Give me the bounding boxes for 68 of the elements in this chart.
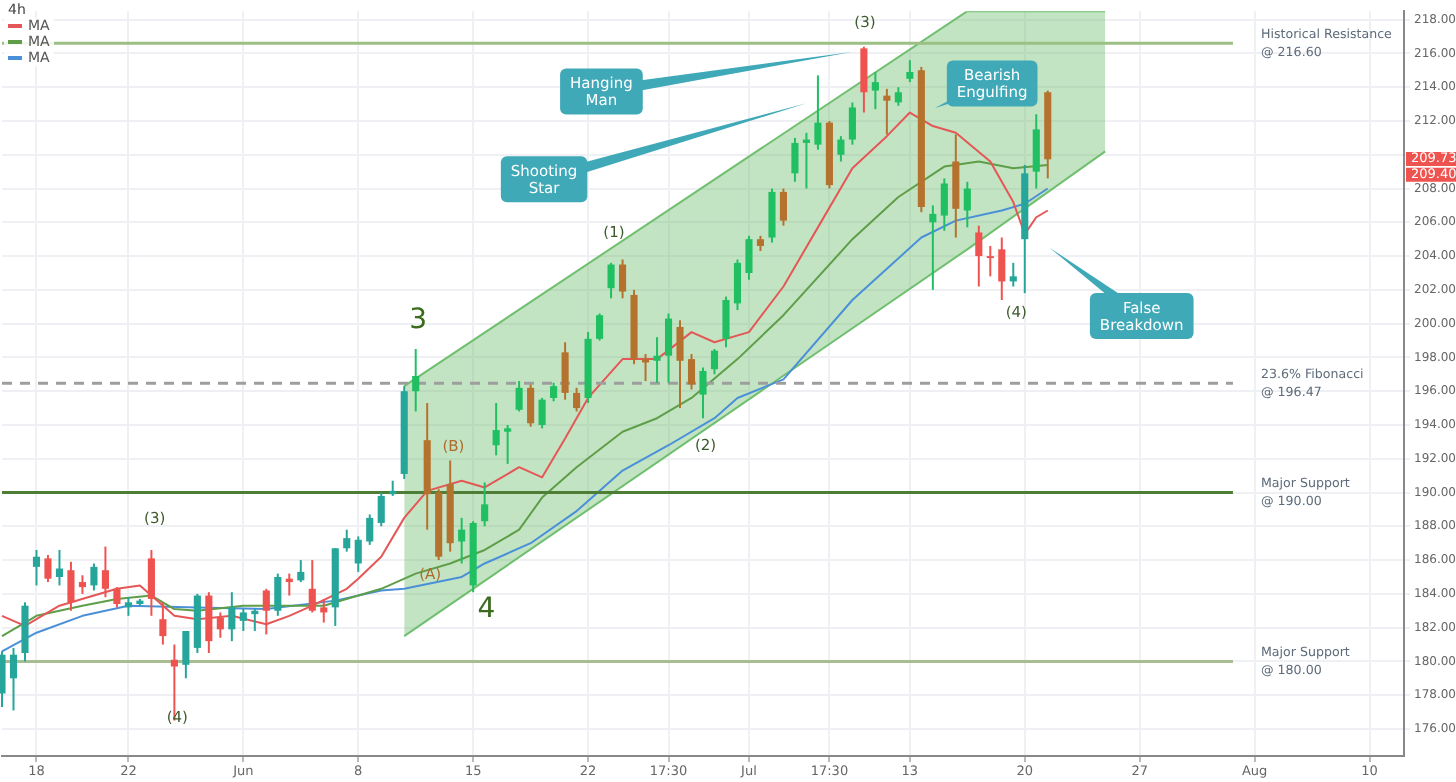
candlestick	[113, 586, 121, 609]
candlestick	[481, 481, 489, 528]
candlestick	[67, 560, 75, 612]
candlestick	[848, 101, 856, 146]
candlestick	[814, 74, 822, 151]
candlestick	[963, 180, 971, 229]
candlestick	[894, 86, 902, 107]
candlestick	[297, 559, 305, 584]
candlestick	[538, 396, 546, 430]
candlestick	[527, 383, 535, 428]
candlestick	[699, 366, 707, 420]
candlestick	[952, 133, 960, 239]
candlestick	[32, 548, 41, 587]
candlestick	[871, 71, 879, 111]
candlestick	[504, 423, 512, 465]
candlestick	[975, 224, 983, 288]
candlestick	[124, 596, 132, 617]
candlestick	[239, 608, 247, 633]
candlestick	[676, 319, 684, 410]
candlestick	[710, 347, 719, 376]
annotation: 3	[409, 303, 428, 336]
candlestick	[492, 402, 500, 457]
candlestick	[343, 528, 351, 553]
candlestick	[998, 236, 1006, 301]
candlestick	[366, 513, 374, 546]
candlestick	[377, 491, 385, 528]
candlestick	[561, 341, 569, 401]
candlestick	[883, 87, 891, 136]
candlestick	[929, 204, 937, 291]
candlestick	[274, 572, 282, 617]
candlestick	[596, 312, 604, 342]
candlestick	[228, 591, 236, 643]
candlestick	[940, 177, 948, 232]
candlestick	[0, 650, 6, 709]
candlestick	[745, 234, 753, 281]
candlestick	[906, 59, 914, 84]
candlestick	[412, 347, 420, 413]
candlestick	[733, 258, 742, 312]
candlestick	[90, 562, 98, 592]
candlestick	[21, 601, 29, 663]
candlestick	[768, 187, 776, 244]
candlestick	[78, 574, 87, 595]
candlestick	[986, 244, 994, 278]
candlestick	[722, 295, 730, 349]
candlestick	[354, 535, 362, 573]
candlestick	[550, 381, 558, 403]
candlestick	[860, 45, 868, 114]
candlestick	[573, 386, 581, 413]
candlestick	[308, 559, 316, 614]
candlestick	[515, 380, 523, 413]
annotation: 4	[477, 593, 496, 626]
candlestick	[9, 646, 18, 712]
candlestick	[458, 516, 466, 565]
candlestick	[1009, 261, 1017, 288]
candlestick	[182, 630, 190, 680]
candlestick	[619, 258, 627, 300]
candlestick	[664, 312, 673, 384]
candlestick	[44, 554, 52, 584]
candlestick	[687, 353, 696, 391]
candlestick	[101, 545, 109, 599]
candlestick	[607, 261, 615, 300]
candlestick	[837, 135, 845, 163]
candlestick	[147, 548, 155, 617]
candlestick	[1032, 113, 1040, 190]
candlestick	[791, 136, 799, 183]
candlestick	[55, 548, 64, 587]
candlestick	[653, 336, 661, 384]
candlestick	[779, 187, 788, 227]
